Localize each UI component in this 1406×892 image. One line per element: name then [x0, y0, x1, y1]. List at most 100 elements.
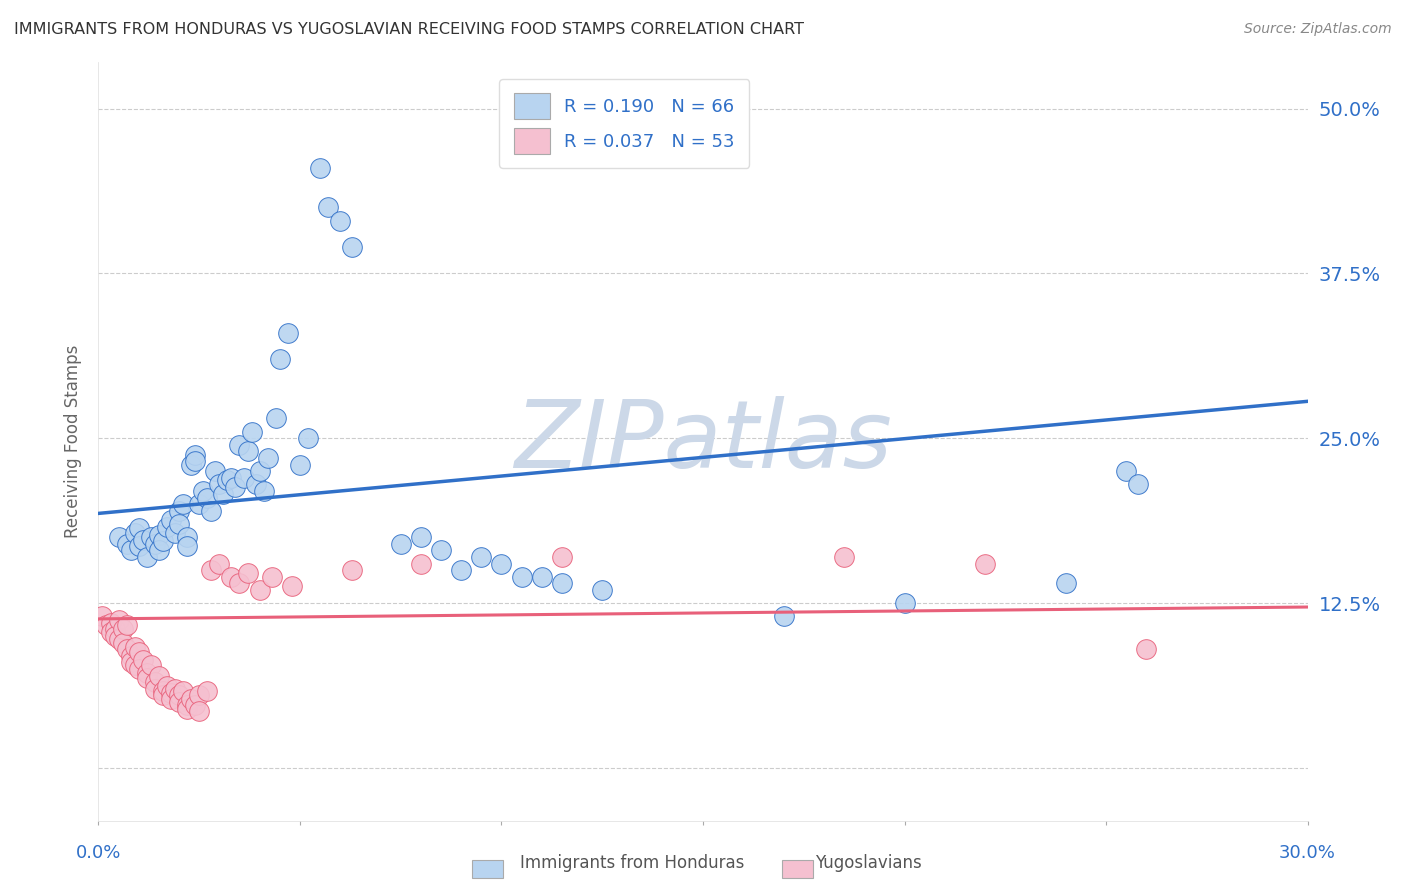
Text: 30.0%: 30.0% — [1279, 845, 1336, 863]
Point — [228, 576, 250, 591]
Point — [167, 689, 190, 703]
Point — [180, 692, 202, 706]
Point — [208, 477, 231, 491]
Point — [111, 635, 134, 649]
Point — [1135, 642, 1157, 657]
Point — [135, 549, 157, 564]
Point — [115, 642, 138, 657]
Point — [152, 534, 174, 549]
Point — [200, 563, 222, 577]
Point — [342, 240, 364, 254]
Point — [232, 471, 254, 485]
Text: Yugoslavians: Yugoslavians — [815, 855, 922, 872]
Point — [143, 537, 166, 551]
Y-axis label: Receiving Food Stamps: Receiving Food Stamps — [65, 345, 83, 538]
Point — [132, 533, 155, 547]
Point — [236, 444, 259, 458]
Point — [152, 689, 174, 703]
Point — [96, 618, 118, 632]
Point — [139, 530, 162, 544]
Point — [195, 491, 218, 505]
Point — [124, 658, 146, 673]
Point — [591, 582, 613, 597]
Point — [163, 526, 186, 541]
Point — [167, 695, 190, 709]
Point — [115, 618, 138, 632]
Point — [342, 563, 364, 577]
Point — [100, 615, 122, 630]
Point — [132, 653, 155, 667]
Point — [1128, 477, 1150, 491]
Point — [176, 530, 198, 544]
Point — [491, 557, 513, 571]
Point — [156, 519, 179, 533]
Point — [156, 679, 179, 693]
Point — [208, 557, 231, 571]
Point — [510, 570, 533, 584]
Point — [91, 609, 114, 624]
Point — [772, 609, 794, 624]
Point — [120, 543, 142, 558]
Point — [288, 458, 311, 472]
Point — [893, 596, 915, 610]
Point — [172, 684, 194, 698]
Point — [160, 692, 183, 706]
Point — [551, 549, 574, 564]
Point — [240, 425, 263, 439]
Point — [176, 701, 198, 715]
Point — [128, 645, 150, 659]
Point — [974, 557, 997, 571]
Text: 0.0%: 0.0% — [76, 845, 121, 863]
Point — [115, 537, 138, 551]
Point — [148, 543, 170, 558]
Point — [309, 161, 332, 175]
Point — [217, 474, 239, 488]
Point — [260, 570, 283, 584]
Point — [103, 629, 125, 643]
Point — [188, 689, 211, 703]
Point — [167, 504, 190, 518]
Text: Source: ZipAtlas.com: Source: ZipAtlas.com — [1244, 22, 1392, 37]
Legend: R = 0.190   N = 66, R = 0.037   N = 53: R = 0.190 N = 66, R = 0.037 N = 53 — [499, 79, 749, 168]
Point — [160, 686, 183, 700]
Point — [135, 665, 157, 680]
Point — [188, 497, 211, 511]
Point — [256, 450, 278, 465]
Point — [135, 671, 157, 685]
Point — [253, 483, 276, 498]
Point — [249, 582, 271, 597]
Point — [389, 537, 412, 551]
Point — [107, 530, 129, 544]
Point — [450, 563, 472, 577]
Point — [212, 486, 235, 500]
Point — [530, 570, 553, 584]
Point — [316, 201, 339, 215]
Point — [281, 579, 304, 593]
Point — [124, 526, 146, 541]
Point — [128, 662, 150, 676]
Point — [195, 684, 218, 698]
Point — [160, 513, 183, 527]
Point — [204, 464, 226, 478]
Point — [148, 527, 170, 541]
Point — [107, 632, 129, 646]
Point — [277, 326, 299, 340]
Point — [176, 698, 198, 712]
Text: IMMIGRANTS FROM HONDURAS VS YUGOSLAVIAN RECEIVING FOOD STAMPS CORRELATION CHART: IMMIGRANTS FROM HONDURAS VS YUGOSLAVIAN … — [14, 22, 804, 37]
Point — [409, 557, 432, 571]
Point — [120, 648, 142, 663]
Point — [172, 497, 194, 511]
Point — [163, 681, 186, 696]
Point — [249, 464, 271, 478]
Point — [269, 352, 291, 367]
Point — [143, 681, 166, 696]
Point — [264, 411, 287, 425]
Point — [167, 516, 190, 531]
Point — [221, 570, 243, 584]
Point — [152, 684, 174, 698]
Point — [236, 566, 259, 580]
Point — [139, 658, 162, 673]
Point — [107, 613, 129, 627]
Point — [148, 668, 170, 682]
Point — [100, 625, 122, 640]
